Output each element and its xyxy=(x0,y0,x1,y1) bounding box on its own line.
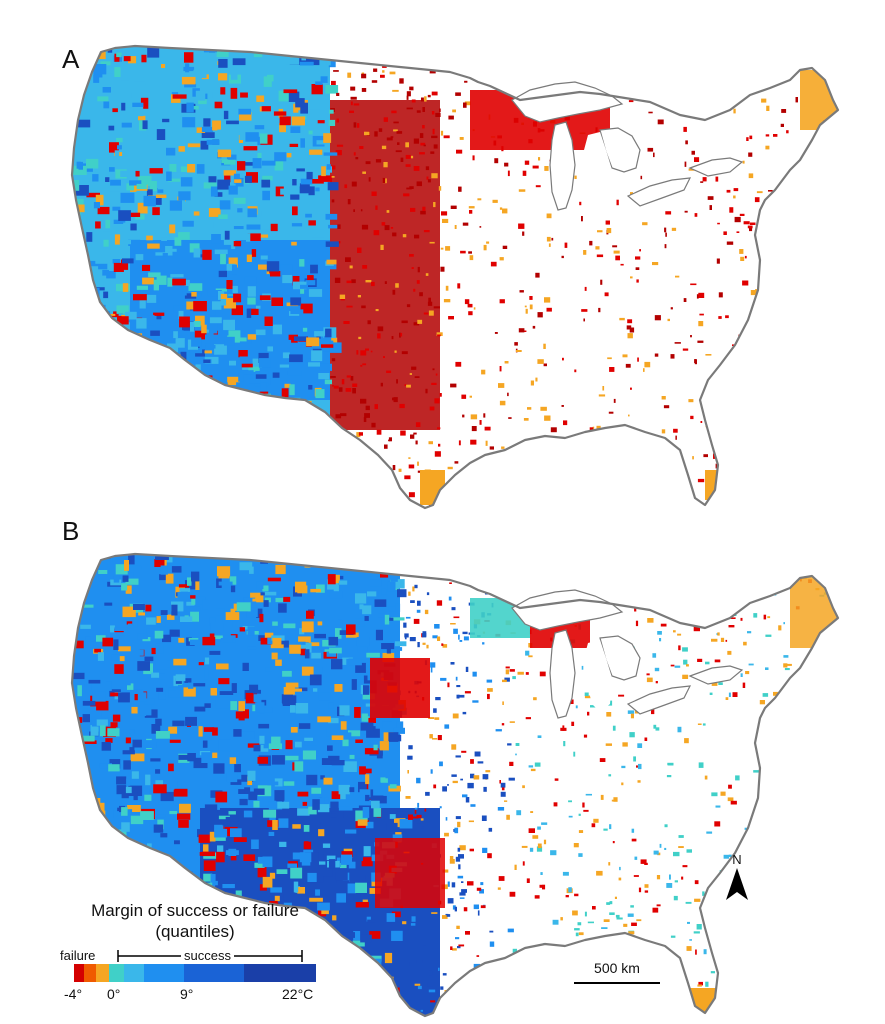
legend-title-line2: (quantiles) xyxy=(155,922,235,941)
legend-tick-minus4: -4° xyxy=(64,986,83,1002)
legend-swatch xyxy=(109,964,124,982)
usa-map-a xyxy=(70,44,840,510)
legend-tick-9: 9° xyxy=(180,986,194,1002)
panel-label-b: B xyxy=(62,516,80,546)
legend-color-bar xyxy=(74,950,316,982)
scale-bar-label: 500 km xyxy=(594,960,640,976)
legend-swatch xyxy=(184,964,244,982)
legend-tick-0: 0° xyxy=(107,986,121,1002)
panel-label-a: A xyxy=(62,44,80,74)
north-arrow-label: N xyxy=(732,852,742,867)
legend-failure-label: failure xyxy=(60,948,96,963)
north-arrow-icon xyxy=(726,868,748,900)
north-arrow: N xyxy=(722,852,752,908)
legend-title-line1: Margin of success or failure xyxy=(91,901,299,920)
legend-swatch xyxy=(244,964,316,982)
usa-map-b xyxy=(70,552,840,1018)
legend-tick-22: 22°C xyxy=(282,986,314,1002)
map-panel-a: A xyxy=(62,44,840,510)
legend-title: Margin of success or failure (quantiles) xyxy=(70,900,320,942)
legend-swatch xyxy=(74,964,84,982)
legend-swatch xyxy=(144,964,184,982)
scale-bar-line xyxy=(574,982,660,984)
map-panel-b: B xyxy=(0,510,885,1024)
legend-swatch xyxy=(96,964,109,982)
legend-swatch xyxy=(124,964,144,982)
legend-success-label: success xyxy=(181,948,234,963)
map-climate-patches xyxy=(72,46,838,508)
legend-swatch xyxy=(84,964,96,982)
